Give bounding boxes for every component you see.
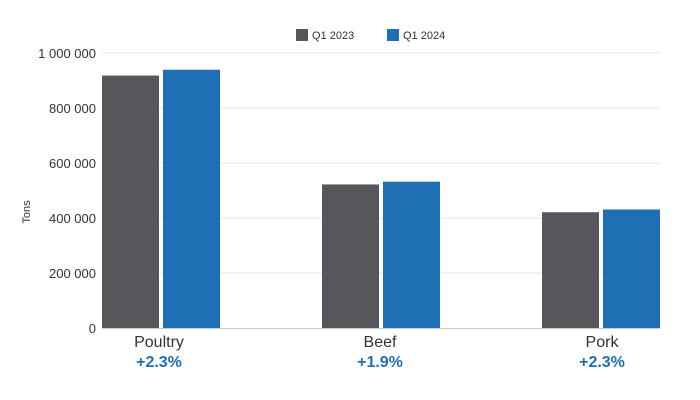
x-axis-labels: Poultry +2.3% Beef +1.9% Pork +2.3%	[134, 334, 625, 371]
y-tick-label: 800 000	[49, 101, 96, 116]
change-label: +2.3%	[136, 354, 182, 371]
legend-swatch	[296, 29, 308, 41]
change-label: +2.3%	[579, 354, 625, 371]
x-tick-label: Poultry	[134, 334, 184, 351]
change-label: +1.9%	[357, 354, 403, 371]
bar	[322, 184, 379, 328]
x-tick-label: Pork	[586, 334, 620, 351]
y-axis-ticks: 0 200 000 400 000 600 000 800 000 1 000 000	[38, 46, 96, 336]
y-tick-label: 1 000 000	[38, 46, 96, 61]
bar	[383, 181, 440, 328]
y-tick-label: 600 000	[49, 156, 96, 171]
bar	[102, 75, 159, 328]
y-axis-title: Tons	[21, 200, 33, 224]
bar	[163, 69, 220, 329]
bar	[603, 209, 660, 328]
legend-swatch	[387, 29, 399, 41]
legend: Q1 2023 Q1 2024	[296, 29, 445, 42]
bars	[102, 69, 660, 329]
y-tick-label: 0	[89, 321, 96, 336]
legend-label: Q1 2024	[403, 30, 445, 42]
legend-label: Q1 2023	[312, 30, 354, 42]
bar	[542, 212, 599, 328]
y-tick-label: 400 000	[49, 211, 96, 226]
x-tick-label: Beef	[364, 334, 397, 351]
y-tick-label: 200 000	[49, 266, 96, 281]
